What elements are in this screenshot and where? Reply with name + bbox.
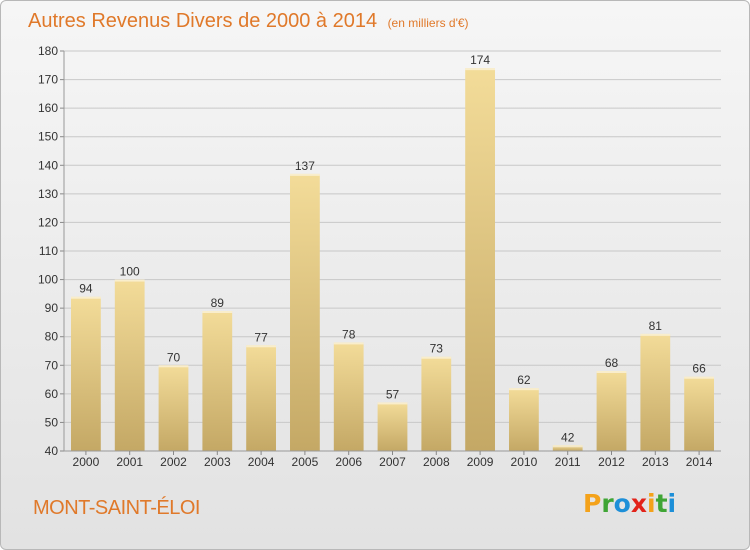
proxiti-logo: Proxiti [583, 489, 676, 518]
logo-letter: i [667, 489, 677, 518]
chart-title: Autres Revenus Divers de 2000 à 2014 (en… [28, 10, 469, 33]
bar [552, 445, 583, 451]
bar [377, 402, 408, 451]
x-tick-label: 2001 [116, 455, 143, 469]
data-label: 68 [605, 356, 619, 370]
x-tick-label: 2000 [73, 455, 100, 469]
x-tick-label: 2010 [511, 455, 538, 469]
x-tick-label: 2012 [598, 455, 625, 469]
bar-highlight [552, 445, 583, 448]
logo-letter: o [613, 489, 631, 518]
logo-letter: r [601, 489, 614, 518]
bar-highlight [71, 296, 101, 299]
bar-highlight [158, 365, 189, 368]
data-label: 70 [167, 350, 181, 364]
x-tick-label: 2003 [204, 455, 231, 469]
x-tick-label: 2011 [555, 455, 581, 469]
y-tick-label: 180 [38, 44, 58, 58]
x-tick-label: 2014 [686, 455, 713, 469]
bar-highlight [377, 402, 408, 405]
axis-layer: 40 50 60 70 80 90 100 110 120 130 140 150 160 170 180 2… [38, 44, 721, 469]
y-tick-label: 130 [38, 187, 58, 201]
bar-highlight [684, 376, 714, 379]
x-tick-label: 2009 [467, 455, 494, 469]
data-label: 89 [211, 296, 225, 310]
logo-letter: t [655, 489, 668, 518]
y-tick-label: 100 [38, 273, 58, 287]
data-label: 73 [430, 342, 444, 356]
y-tick-label: 50 [45, 415, 59, 429]
bar-highlight [640, 333, 671, 336]
data-label: 94 [79, 282, 93, 296]
bar [246, 345, 276, 451]
y-tick-label: 80 [45, 330, 59, 344]
commune-name: MONT-SAINT-ÉLOI [33, 497, 200, 519]
bar [71, 296, 101, 451]
y-tick-label: 120 [38, 215, 58, 229]
bar [640, 333, 671, 451]
data-label: 66 [692, 362, 706, 376]
data-label: 174 [470, 53, 490, 67]
logo-letter: P [583, 489, 602, 518]
bar [202, 311, 233, 451]
y-tick-label: 150 [38, 130, 58, 144]
y-tick-label: 140 [38, 158, 58, 172]
bar-highlight [246, 345, 276, 348]
x-tick-label: 2013 [642, 455, 669, 469]
data-label: 42 [561, 430, 575, 444]
y-tick-label: 160 [38, 101, 58, 115]
bar [421, 356, 452, 451]
bar-highlight [421, 356, 452, 359]
bar-highlight [114, 279, 145, 282]
data-label: 57 [386, 387, 400, 401]
x-tick-label: 2008 [423, 455, 450, 469]
bar [509, 388, 539, 451]
bar [290, 173, 320, 451]
x-tick-label: 2006 [335, 455, 362, 469]
bar-highlight [509, 388, 539, 391]
x-tick-label: 2004 [248, 455, 275, 469]
bar [114, 279, 145, 451]
data-label: 62 [517, 373, 531, 387]
x-tick-label: 2002 [160, 455, 187, 469]
bar [465, 68, 495, 452]
chart-unit-note: (en milliers d'€) [387, 16, 469, 30]
x-tick-label: 2005 [292, 455, 319, 469]
bar-highlight [202, 311, 233, 313]
bar-highlight [596, 371, 627, 373]
bar-highlight [465, 68, 495, 71]
data-label: 78 [342, 327, 356, 341]
y-tick-label: 90 [45, 301, 59, 315]
data-label: 137 [295, 159, 315, 173]
logo-letter: x [630, 489, 647, 518]
y-tick-label: 70 [45, 358, 59, 372]
chart-title-main: Autres Revenus Divers de 2000 à 2014 [28, 10, 378, 32]
bar-highlight [290, 173, 320, 176]
y-tick-label: 110 [39, 244, 58, 258]
logo-letter: i [647, 489, 656, 518]
bar [596, 371, 627, 451]
bar [158, 365, 189, 451]
y-tick-label: 170 [38, 73, 58, 87]
y-tick-label: 60 [45, 387, 59, 401]
data-label: 77 [254, 330, 268, 344]
x-tick-label: 2007 [379, 455, 406, 469]
bar-highlight [333, 342, 364, 345]
data-label: 81 [649, 319, 663, 333]
bar [684, 376, 714, 451]
bar [333, 342, 364, 451]
bar-layer: 94 100 70 89 77 137 78 57 73 174 62 42 68 81 66 [71, 53, 714, 452]
y-tick-label: 40 [45, 444, 59, 458]
data-label: 100 [120, 265, 140, 279]
